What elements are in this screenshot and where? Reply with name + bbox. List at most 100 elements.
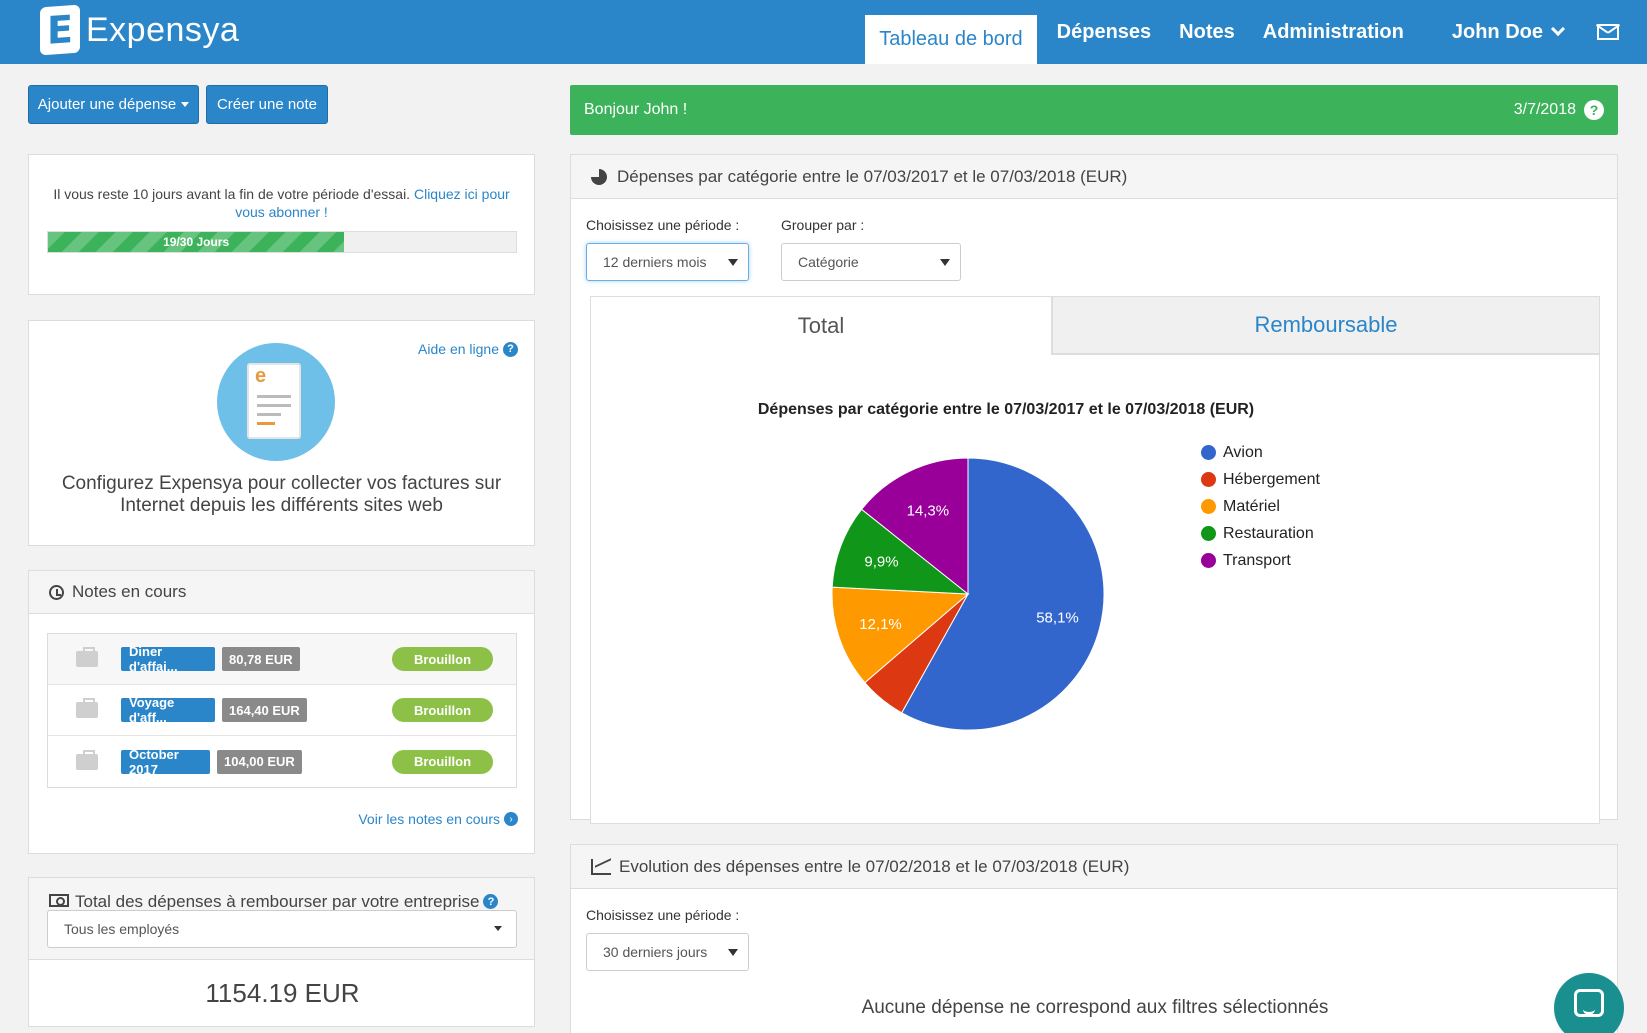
legend-label: Transport [1223, 551, 1291, 569]
question-icon[interactable]: ? [483, 894, 499, 909]
note-row[interactable]: Diner d'affai... 80,78 EUR Brouillon [48, 634, 516, 685]
legend-dot [1201, 445, 1216, 460]
chart-title: Dépenses par catégorie entre le 07/03/20… [757, 401, 1255, 418]
tab-total[interactable]: Total [590, 296, 1052, 355]
nav-administration[interactable]: Administration [1262, 20, 1404, 43]
trial-progress-bar: 19/30 Jours [47, 231, 517, 253]
pie-slice-transport[interactable] [860, 457, 969, 596]
chat-launcher-button[interactable] [1554, 973, 1624, 1033]
legend-dot [1201, 526, 1216, 541]
pie-label-matériel: 12,1% [859, 616, 902, 633]
invoice-illustration-icon: e [217, 343, 335, 461]
help-question-icon[interactable]: ? [1584, 100, 1604, 120]
nav-notes[interactable]: Notes [1179, 20, 1235, 43]
document-icon: e [247, 363, 301, 439]
envelope-icon [1597, 24, 1619, 40]
period-select[interactable]: 12 derniers mois [586, 243, 749, 281]
line-chart-icon [591, 858, 611, 875]
evolution-panel: Evolution des dépenses entre le 07/02/20… [570, 844, 1618, 1033]
note-amount: 164,40 EUR [222, 698, 307, 722]
note-row[interactable]: October 2017 104,00 EUR Brouillon [48, 736, 516, 787]
notes-panel: Notes en cours Diner d'affai... 80,78 EU… [28, 570, 535, 854]
notes-panel-header: Notes en cours [29, 571, 534, 614]
caret-down-icon [494, 926, 502, 931]
legend-dot [1201, 553, 1216, 568]
legend-dot [1201, 499, 1216, 514]
evolution-period-label: Choisissez une période : [586, 907, 740, 923]
pie-slice-restauration[interactable] [831, 508, 970, 595]
legend-dot [1201, 472, 1216, 487]
nav-depenses[interactable]: Dépenses [1056, 20, 1152, 43]
top-navbar: E Expensya Tableau de bord Dépenses Note… [0, 0, 1647, 64]
legend-item-matériel[interactable]: Matériel [1201, 493, 1320, 520]
document-letter: e [255, 365, 267, 387]
user-menu[interactable]: John Doe [1438, 0, 1577, 64]
add-expense-button[interactable]: Ajouter une dépense [28, 85, 199, 124]
briefcase-icon [76, 647, 98, 667]
arrow-right-circle-icon: › [504, 812, 518, 826]
empty-state-message: Aucune dépense ne correspond aux filtres… [861, 997, 1329, 1018]
note-name: Voyage d'aff... [121, 695, 215, 725]
caret-down-icon [181, 102, 190, 107]
note-status-badge: Brouillon [392, 749, 493, 774]
legend-item-restauration[interactable]: Restauration [1201, 520, 1320, 547]
nav-tableau-de-bord[interactable]: Tableau de bord [865, 15, 1037, 64]
chart-legend: Avion Hébergement Matériel Restauration Tran… [1201, 439, 1320, 574]
category-panel-title: Dépenses par catégorie entre le 07/03/20… [617, 166, 1128, 186]
online-help-link[interactable]: Aide en ligne ? [418, 341, 518, 357]
legend-label: Matériel [1223, 497, 1280, 515]
legend-item-transport[interactable]: Transport [1201, 547, 1320, 574]
briefcase-icon [76, 749, 98, 770]
chevron-down-icon [1550, 21, 1566, 37]
logo[interactable]: E Expensya [40, 4, 240, 56]
reimburse-panel: Total des dépenses à rembourser par votr… [28, 877, 535, 1027]
question-icon: ? [503, 341, 518, 357]
note-name: Diner d'affai... [121, 644, 215, 674]
tab-remboursable[interactable]: Remboursable [1052, 296, 1600, 354]
employee-select-value: Tous les employés [64, 921, 180, 937]
greeting-date: 3/7/2018 [1513, 101, 1576, 118]
trial-progress-fill: 19/30 Jours [48, 232, 345, 252]
caret-down-icon [728, 949, 738, 956]
note-name: October 2017 [121, 747, 210, 777]
subscribe-link[interactable]: Cliquez ici pour vous abonner ! [235, 186, 510, 220]
mail-button[interactable] [1577, 0, 1647, 64]
pie-slice-matériel[interactable] [831, 586, 970, 684]
help-description: Configurez Expensya pour collecter vos f… [61, 473, 502, 516]
note-status-badge: Brouillon [392, 698, 493, 722]
reimburse-title: Total des dépenses à rembourser par votr… [75, 892, 480, 911]
chart-tabs: Total Remboursable [590, 296, 1600, 356]
doc-line [257, 404, 291, 407]
doc-line [257, 413, 281, 416]
legend-label: Hébergement [1223, 470, 1320, 488]
briefcase-icon [76, 698, 98, 718]
legend-label: Restauration [1223, 524, 1314, 542]
pie-label-avion: 58,1% [1036, 609, 1079, 626]
clock-icon [49, 584, 64, 600]
evolution-panel-title: Evolution des dépenses entre le 07/02/20… [619, 856, 1130, 876]
reimburse-total: 1154.19 EUR [205, 978, 360, 1008]
note-row[interactable]: Voyage d'aff... 164,40 EUR Brouillon [48, 685, 516, 736]
caret-down-icon [728, 259, 738, 266]
note-amount: 104,00 EUR [217, 749, 302, 774]
note-status-badge: Brouillon [392, 647, 493, 671]
doc-line [257, 395, 291, 398]
pie-label-restauration: 9,9% [864, 553, 898, 570]
greeting-date-group: 3/7/2018 ? [1514, 100, 1604, 120]
pie-chart-icon [591, 168, 607, 185]
create-note-button[interactable]: Créer une note [206, 85, 328, 124]
legend-item-avion[interactable]: Avion [1201, 439, 1320, 466]
evolution-period-select[interactable]: 30 derniers jours [586, 933, 749, 971]
create-note-label: Créer une note [216, 96, 318, 113]
trial-text: Il vous reste 10 jours avant la fin de v… [53, 186, 411, 202]
employee-select[interactable]: Tous les employés [47, 910, 517, 948]
logo-text: Expensya [86, 10, 240, 49]
legend-item-hébergement[interactable]: Hébergement [1201, 466, 1320, 493]
user-name: John Doe [1451, 20, 1543, 43]
caret-down-icon [940, 259, 950, 266]
logo-mark: E [40, 4, 80, 56]
group-by-select[interactable]: Catégorie [781, 243, 961, 281]
view-notes-link[interactable]: Voir les notes en cours › [358, 811, 518, 827]
money-icon [49, 894, 69, 907]
pie-slice-avion[interactable] [901, 457, 1105, 731]
